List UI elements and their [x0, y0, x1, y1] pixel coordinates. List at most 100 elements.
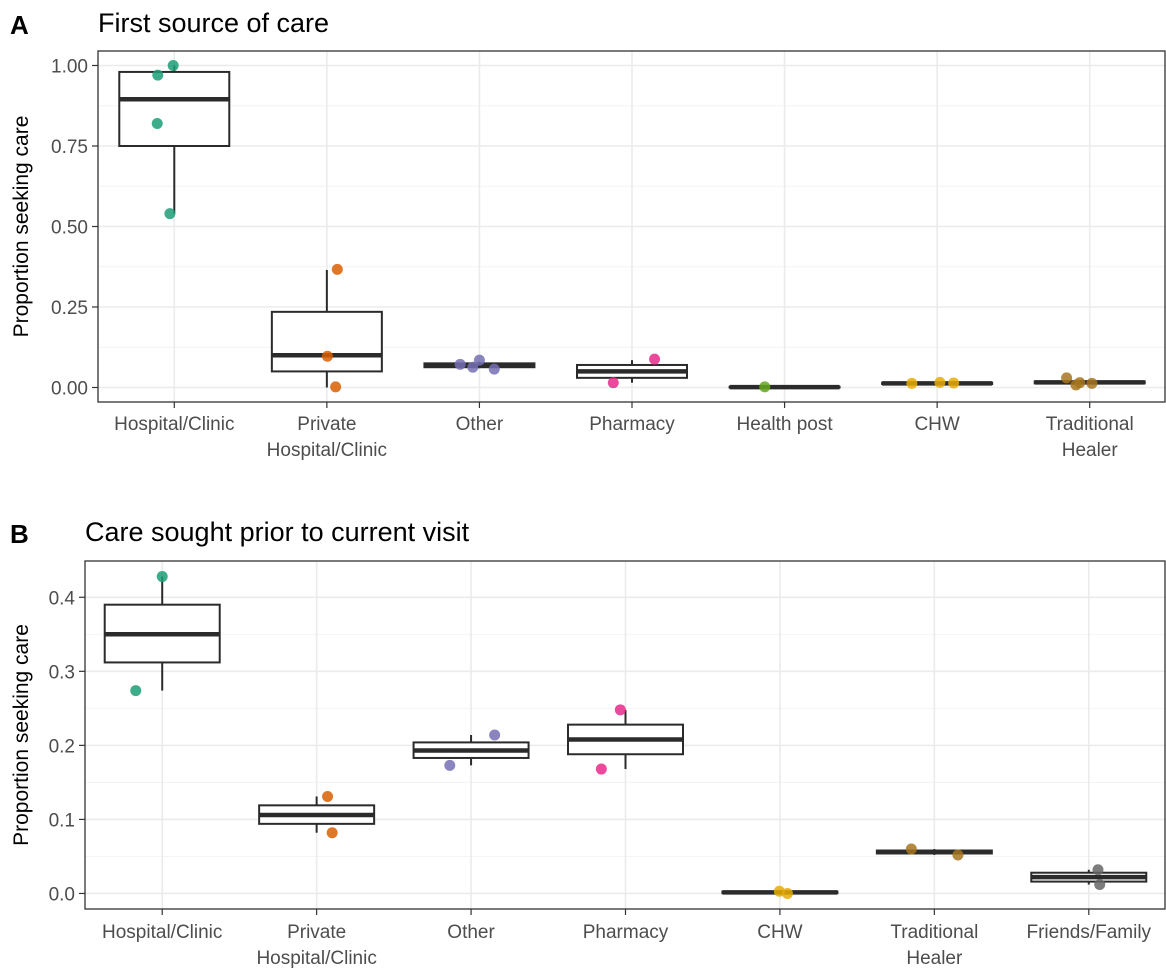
boxplot-traditional-healer	[875, 849, 993, 855]
x-tick-label: Other	[456, 414, 504, 435]
points-group	[906, 376, 960, 389]
data-point	[1092, 864, 1104, 876]
y-axis-title: Proportion seeking care	[10, 116, 33, 338]
x-tick-label: Traditional Healer	[1046, 414, 1134, 461]
x-tick-label-line: Friends/Family	[1026, 922, 1151, 943]
data-point	[331, 263, 343, 275]
points-group	[1092, 864, 1106, 891]
x-tick-label: Friends/Family	[1026, 922, 1151, 943]
data-point	[444, 759, 456, 771]
x-tick-label: Pharmacy	[583, 922, 669, 943]
boxplot-private-hospital-clinic	[270, 269, 383, 388]
x-tick-label-line: Hospital/Clinic	[114, 414, 234, 435]
x-tick-label-line: Hospital/Clinic	[267, 440, 387, 461]
data-point	[948, 377, 960, 389]
points-group	[444, 729, 501, 771]
y-tick-label: 0.00	[51, 379, 88, 400]
y-tick-label: 0.75	[51, 137, 88, 158]
data-point	[330, 381, 342, 393]
x-tick-label: Pharmacy	[589, 414, 675, 435]
x-tick-label: CHW	[914, 414, 959, 435]
data-point	[781, 887, 793, 899]
panel-label: A	[10, 10, 29, 40]
x-tick-label-line: Other	[456, 414, 504, 435]
boxplot-other	[412, 735, 530, 766]
y-tick-label: 0.2	[49, 736, 75, 757]
data-point	[595, 763, 607, 775]
boxplot-pharmacy	[567, 709, 684, 770]
panel-title: Care sought prior to current visit	[85, 517, 470, 547]
x-tick-label: Private Hospital/Clinic	[256, 922, 376, 969]
data-point	[322, 790, 334, 802]
data-point	[607, 377, 619, 389]
data-point	[759, 381, 771, 393]
boxplot-health-post	[728, 384, 841, 390]
x-tick-label: CHW	[757, 922, 802, 943]
data-point	[952, 849, 964, 861]
data-point	[1061, 372, 1073, 384]
x-tick-label: Health post	[737, 414, 834, 435]
y-tick-label: 0.3	[49, 662, 75, 683]
grid-lines	[98, 51, 1166, 402]
data-point	[614, 704, 626, 716]
y-tick-label: 0.50	[51, 218, 88, 239]
boxplot-private-hospital-clinic	[258, 796, 376, 833]
points-group	[759, 381, 771, 393]
x-tick-label-line: Pharmacy	[583, 922, 669, 943]
box-iqr	[270, 310, 383, 373]
data-point	[1094, 879, 1106, 891]
points-group	[595, 704, 626, 775]
data-point	[326, 827, 338, 839]
x-tick-label: Traditional Healer	[890, 922, 978, 969]
data-point	[151, 117, 163, 129]
panel-label: B	[10, 519, 29, 549]
data-point	[473, 354, 485, 366]
data-point	[488, 363, 500, 375]
data-point	[130, 685, 142, 697]
boxplot-hospital-clinic	[103, 576, 221, 691]
points-group	[151, 59, 179, 220]
data-point	[649, 353, 661, 365]
points-group	[454, 354, 500, 375]
x-tick-label-line: Hospital/Clinic	[102, 922, 222, 943]
data-point	[1074, 377, 1086, 389]
x-tick-label: Hospital/Clinic	[102, 922, 222, 943]
x-tick-label-line: Health post	[737, 414, 834, 435]
x-tick-label-line: Healer	[906, 948, 963, 969]
x-tick-label-line: Other	[447, 922, 495, 943]
x-tick-label-line: Traditional	[890, 922, 978, 943]
x-tick-label-line: Healer	[1062, 440, 1119, 461]
points-group	[130, 571, 168, 697]
panel-a: A First source of care 0.00 0.25 0.50 0.75 1.0…	[10, 8, 1166, 461]
y-tick-label: 0.4	[49, 588, 76, 609]
points-group	[607, 353, 661, 389]
data-point	[905, 843, 917, 855]
grid-lines	[85, 561, 1166, 909]
points-group	[773, 885, 793, 899]
x-tick-label-line: CHW	[757, 922, 802, 943]
data-point	[467, 361, 479, 373]
x-tick-label-line: Private	[297, 414, 356, 435]
box-iqr	[118, 70, 231, 147]
x-tick-label-line: Hospital/Clinic	[256, 948, 376, 969]
x-tick-label: Hospital/Clinic	[114, 414, 234, 435]
x-tick-label-line: Traditional	[1046, 414, 1134, 435]
y-tick-label: 0.25	[51, 298, 88, 319]
data-point	[167, 59, 179, 71]
data-point	[156, 571, 168, 583]
boxplot-friends-family	[1030, 869, 1148, 885]
y-axis-title: Proportion seeking care	[10, 624, 33, 846]
y-tick-label: 0.0	[49, 884, 75, 905]
data-point	[1086, 377, 1098, 389]
y-tick-label: 0.1	[49, 810, 75, 831]
data-point	[164, 208, 176, 220]
points-group	[1061, 372, 1098, 391]
y-tick-label: 1.00	[51, 56, 88, 77]
points-group	[321, 263, 343, 393]
x-tick-label: Other	[447, 922, 495, 943]
data-point	[321, 350, 333, 362]
points-group	[322, 790, 338, 839]
x-tick-label-line: CHW	[914, 414, 959, 435]
x-tick-label: Private Hospital/Clinic	[267, 414, 387, 461]
x-tick-label-line: Private	[287, 922, 346, 943]
